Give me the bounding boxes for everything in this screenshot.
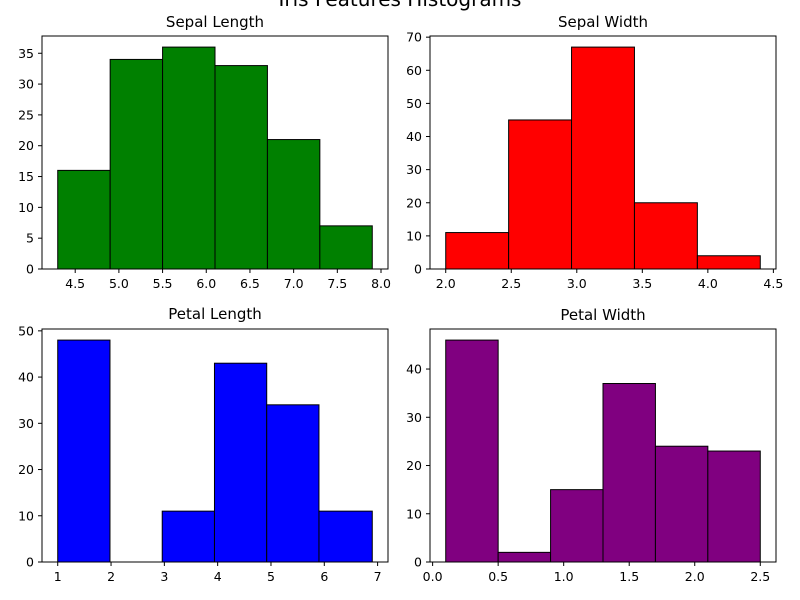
histogram-plot: 4.5 5.0 5.5 6.0 6.5 7.0 7.5 8.0 0 5 10 15 20 25 30 35 — [18, 35, 391, 291]
y-tick-label: 5 — [26, 231, 34, 246]
histogram-bar — [266, 139, 321, 270]
y-tick-label: 40 — [406, 362, 422, 377]
x-tick-label: 7 — [374, 569, 382, 584]
subplot-sepal-length: Sepal Length 4.5 5.0 5.5 6.0 6.5 7.0 7.5 8.0 0 5 1… — [18, 13, 391, 291]
histogram-bar — [571, 46, 635, 270]
histogram-bar — [696, 255, 761, 270]
histogram-bar — [266, 404, 320, 563]
x-tick-label: 4.5 — [763, 276, 783, 291]
y-tick-label: 10 — [406, 228, 422, 243]
x-tick-label: 4.5 — [65, 276, 85, 291]
y-tick-label: 0 — [26, 555, 34, 570]
histogram-bar — [707, 450, 761, 563]
y-tick-label: 10 — [18, 508, 34, 523]
y-tick-label: 20 — [406, 195, 422, 210]
x-tick-label: 0.0 — [423, 569, 443, 584]
y-tick-label: 35 — [18, 46, 34, 61]
x-tick-label: 3 — [160, 569, 168, 584]
subplot-title: Sepal Width — [558, 13, 648, 31]
histogram-bar — [162, 46, 216, 270]
histogram-bar — [161, 510, 215, 563]
y-tick-label: 10 — [406, 506, 422, 521]
histogram-bar — [109, 58, 164, 270]
histogram-plot: 0.0 0.5 1.0 1.5 2.0 2.5 0 10 20 30 40 — [406, 328, 777, 584]
x-tick-label: 3.0 — [567, 276, 587, 291]
x-tick-label: 3.5 — [632, 276, 652, 291]
subplot-petal-width: Petal Width 0.0 0.5 1.0 1.5 2.0 2.5 0 10 20 30 40 — [406, 306, 777, 584]
histogram-bar — [445, 339, 499, 563]
y-tick-label: 50 — [406, 96, 422, 111]
x-tick-label: 5.0 — [109, 276, 129, 291]
x-tick-label: 2.5 — [501, 276, 521, 291]
histogram-plot: 1 2 3 4 5 6 7 0 10 20 30 40 50 — [18, 323, 389, 584]
histogram-bar — [213, 362, 268, 563]
subplot-sepal-width: Sepal Width 2.0 2.5 3.0 3.5 4.0 4.5 0 10 20 30 40 5… — [406, 13, 783, 291]
y-tick-label: 10 — [18, 200, 34, 215]
histogram-bar — [508, 119, 573, 270]
y-tick-label: 15 — [18, 169, 34, 184]
histogram-bar — [319, 225, 373, 270]
subplot-title: Petal Length — [168, 305, 262, 323]
subplot-title: Petal Width — [560, 306, 645, 324]
axes-frame — [429, 35, 777, 270]
x-tick-label: 2.5 — [750, 569, 770, 584]
axes-frame — [41, 328, 389, 563]
histogram-bar — [318, 510, 373, 563]
histogram-bar — [550, 489, 604, 563]
y-tick-label: 20 — [18, 138, 34, 153]
histogram-bar — [214, 65, 268, 270]
y-tick-label: 25 — [18, 107, 34, 122]
y-tick-label: 30 — [406, 410, 422, 425]
x-tick-label: 8.0 — [371, 276, 391, 291]
x-tick-label: 1.0 — [554, 569, 574, 584]
axes-frame — [41, 35, 389, 270]
x-tick-label: 0.5 — [488, 569, 508, 584]
x-tick-label: 4 — [214, 569, 222, 584]
histogram-bar — [497, 551, 552, 563]
subplot-petal-length: Petal Length 1 2 3 4 5 6 7 0 10 20 30 40 50 — [18, 305, 389, 584]
y-tick-label: 30 — [18, 77, 34, 92]
x-tick-label: 5.5 — [153, 276, 173, 291]
x-tick-label: 1 — [54, 569, 62, 584]
y-tick-label: 50 — [18, 323, 34, 338]
x-tick-label: 7.5 — [327, 276, 347, 291]
y-tick-label: 30 — [18, 416, 34, 431]
y-tick-label: 0 — [26, 262, 34, 277]
x-tick-label: 2.0 — [436, 276, 456, 291]
x-tick-label: 6.0 — [196, 276, 216, 291]
axes-frame — [429, 328, 777, 563]
x-tick-label: 7.0 — [284, 276, 304, 291]
y-tick-label: 30 — [406, 162, 422, 177]
y-tick-label: 40 — [406, 129, 422, 144]
histogram-bar — [57, 169, 111, 270]
y-tick-label: 0 — [414, 262, 422, 277]
y-tick-label: 0 — [414, 555, 422, 570]
y-tick-label: 20 — [406, 458, 422, 473]
y-tick-label: 60 — [406, 63, 422, 78]
subplot-title: Sepal Length — [166, 13, 264, 31]
y-tick-label: 70 — [406, 30, 422, 45]
histogram-bar — [57, 339, 111, 563]
histogram-bar — [654, 445, 709, 563]
y-tick-label: 40 — [18, 370, 34, 385]
histogram-bar — [633, 202, 698, 270]
x-tick-label: 6.5 — [240, 276, 260, 291]
histogram-bar — [602, 383, 656, 563]
x-tick-label: 2.0 — [685, 569, 705, 584]
y-tick-label: 20 — [18, 462, 34, 477]
x-tick-label: 5 — [267, 569, 275, 584]
histogram-bar — [445, 232, 510, 270]
histogram-plot: 2.0 2.5 3.0 3.5 4.0 4.5 0 10 20 30 40 50 60 70 — [406, 30, 783, 291]
x-tick-label: 2 — [107, 569, 115, 584]
x-tick-label: 4.0 — [698, 276, 718, 291]
figure-title: Iris Features Histograms — [279, 0, 522, 11]
x-tick-label: 6 — [320, 569, 328, 584]
x-tick-label: 1.5 — [619, 569, 639, 584]
